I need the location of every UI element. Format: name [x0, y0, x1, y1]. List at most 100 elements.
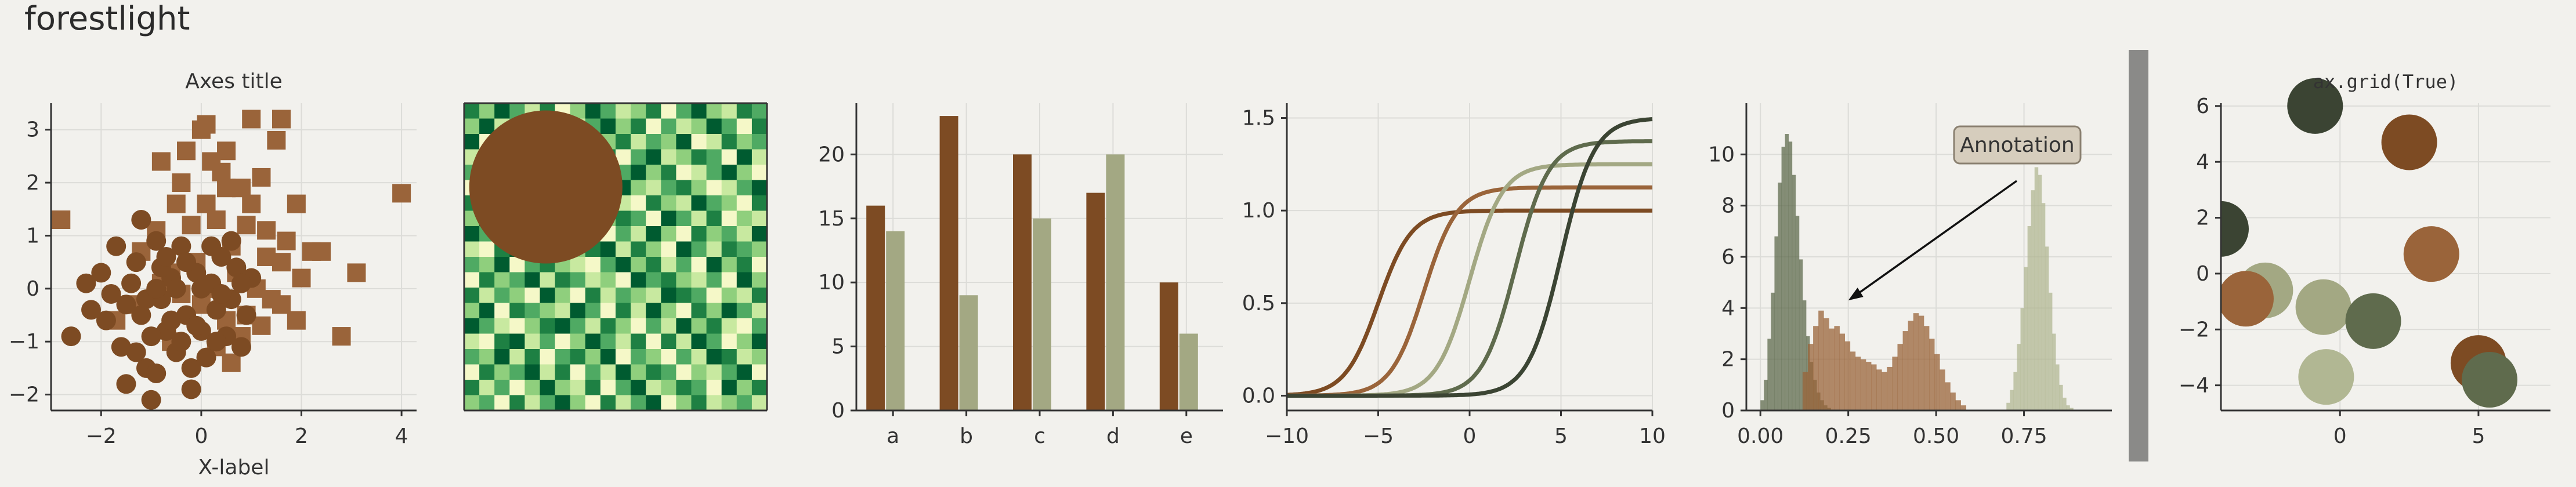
- heatmap-cell: [736, 380, 752, 395]
- x-tick-label: 4: [395, 424, 408, 448]
- heatmap-cell: [706, 103, 722, 119]
- y-tick-label: 0.5: [1242, 292, 1275, 315]
- heatmap-cell: [706, 118, 722, 135]
- y-tick-label: 10: [1708, 143, 1735, 166]
- heatmap-cell: [661, 226, 676, 242]
- heatmap-cell: [479, 288, 495, 303]
- heatmap-cell: [616, 288, 631, 303]
- heatmap-cell: [646, 103, 661, 119]
- heatmap-cell: [691, 257, 707, 272]
- histogram-bar: [1771, 292, 1775, 410]
- scatter-circle-point: [141, 326, 161, 347]
- heatmap-cell: [600, 272, 616, 288]
- heatmap-cell: [600, 318, 616, 334]
- y-tick-label: −4: [2179, 374, 2209, 398]
- scatter-circle-point: [196, 347, 216, 368]
- heatmap-cell: [706, 180, 722, 196]
- histogram-bar: [1824, 318, 1829, 410]
- scatter-square-point: [277, 231, 296, 250]
- x-tick-label: −5: [1363, 424, 1394, 448]
- heatmap-cell: [555, 288, 571, 303]
- heatmap-cell: [540, 349, 556, 365]
- histogram-bar: [1834, 326, 1840, 410]
- histogram-bar: [1760, 400, 1764, 410]
- heatmap-cell: [721, 195, 737, 211]
- histogram-bar: [1808, 344, 1814, 410]
- heatmap-cell: [540, 303, 556, 319]
- heatmap-cell: [555, 333, 571, 350]
- heatmap-cell: [721, 333, 737, 350]
- heatmap-cell: [691, 241, 707, 257]
- scatter-square-point: [237, 216, 256, 235]
- histogram-bar: [2066, 405, 2070, 410]
- separator-bar: [2129, 50, 2148, 461]
- heatmap-cell: [585, 364, 601, 380]
- heatmap-cell: [570, 380, 586, 395]
- x-tick-label: a: [887, 424, 899, 448]
- x-tick-label: 0.50: [1913, 424, 1959, 448]
- heatmap-cell: [616, 118, 631, 135]
- heatmap-cell: [509, 380, 525, 395]
- heatmap-cell: [721, 364, 737, 380]
- histogram-bar: [1839, 333, 1846, 410]
- bar: [1106, 154, 1125, 410]
- scatter-circle-point: [146, 364, 167, 384]
- heatmap-cell: [479, 257, 495, 272]
- y-tick-label: 15: [818, 207, 845, 231]
- bar: [1086, 192, 1105, 410]
- heatmap-cell: [585, 318, 601, 334]
- x-tick-label: 0: [194, 424, 208, 448]
- heatmap-cell: [706, 149, 722, 165]
- scatter-circle-point: [61, 326, 81, 347]
- heatmap-cell: [616, 272, 631, 288]
- heatmap-cell: [494, 364, 510, 380]
- heatmap-cell: [631, 257, 646, 272]
- scatter-circle-point: [226, 257, 247, 278]
- heatmap-cell: [706, 364, 722, 380]
- heatmap-cell: [661, 134, 676, 150]
- scatter-circle-point: [2221, 201, 2249, 257]
- heatmap-cell: [706, 134, 722, 150]
- scatter-square-point: [332, 327, 351, 346]
- heatmap-cell: [631, 210, 646, 227]
- heatmap-cell: [464, 364, 480, 380]
- histogram-bar: [1929, 339, 1935, 410]
- heatmap-cell: [585, 349, 601, 365]
- heatmap-cell: [479, 380, 495, 395]
- scatter-square-point: [287, 311, 306, 330]
- heatmap-cell: [751, 257, 768, 272]
- scatter-circle-point: [2221, 271, 2274, 327]
- heatmap-cell: [585, 303, 601, 319]
- heatmap-cell: [600, 303, 616, 319]
- heatmap-cell: [706, 241, 722, 257]
- scatter-square-point: [242, 110, 261, 129]
- histogram-bar: [2024, 267, 2028, 410]
- heatmap-cell: [676, 118, 692, 135]
- heatmap-cell: [736, 257, 752, 272]
- y-tick-label: −1: [9, 330, 39, 354]
- heatmap-cell: [751, 364, 768, 380]
- heatmap-cell: [661, 241, 676, 257]
- x-tick-label: d: [1106, 424, 1120, 448]
- heatmap-cell: [646, 195, 661, 211]
- heatmap-cell: [600, 395, 616, 411]
- scatter-circle-point: [176, 252, 197, 272]
- scatter-circle-point: [171, 236, 191, 256]
- scatter-circle-point: [126, 342, 146, 362]
- heatmap-cell: [676, 288, 692, 303]
- y-tick-label: 10: [818, 271, 845, 295]
- heatmap-cell: [479, 333, 495, 350]
- heatmap-cell: [479, 364, 495, 380]
- histogram-bar: [2020, 308, 2024, 410]
- heatmap-cell: [509, 364, 525, 380]
- heatmap-cell: [540, 272, 556, 288]
- y-tick-label: 20: [818, 143, 845, 166]
- histogram-bar: [1913, 313, 1919, 410]
- x-tick-label: −2: [86, 424, 117, 448]
- heatmap-cell: [706, 210, 722, 227]
- heatmap-cell: [524, 303, 540, 319]
- x-tick-label: b: [960, 424, 973, 448]
- heatmap-cell: [736, 272, 752, 288]
- histogram-bar: [2017, 344, 2021, 410]
- histogram-bar: [2045, 246, 2049, 410]
